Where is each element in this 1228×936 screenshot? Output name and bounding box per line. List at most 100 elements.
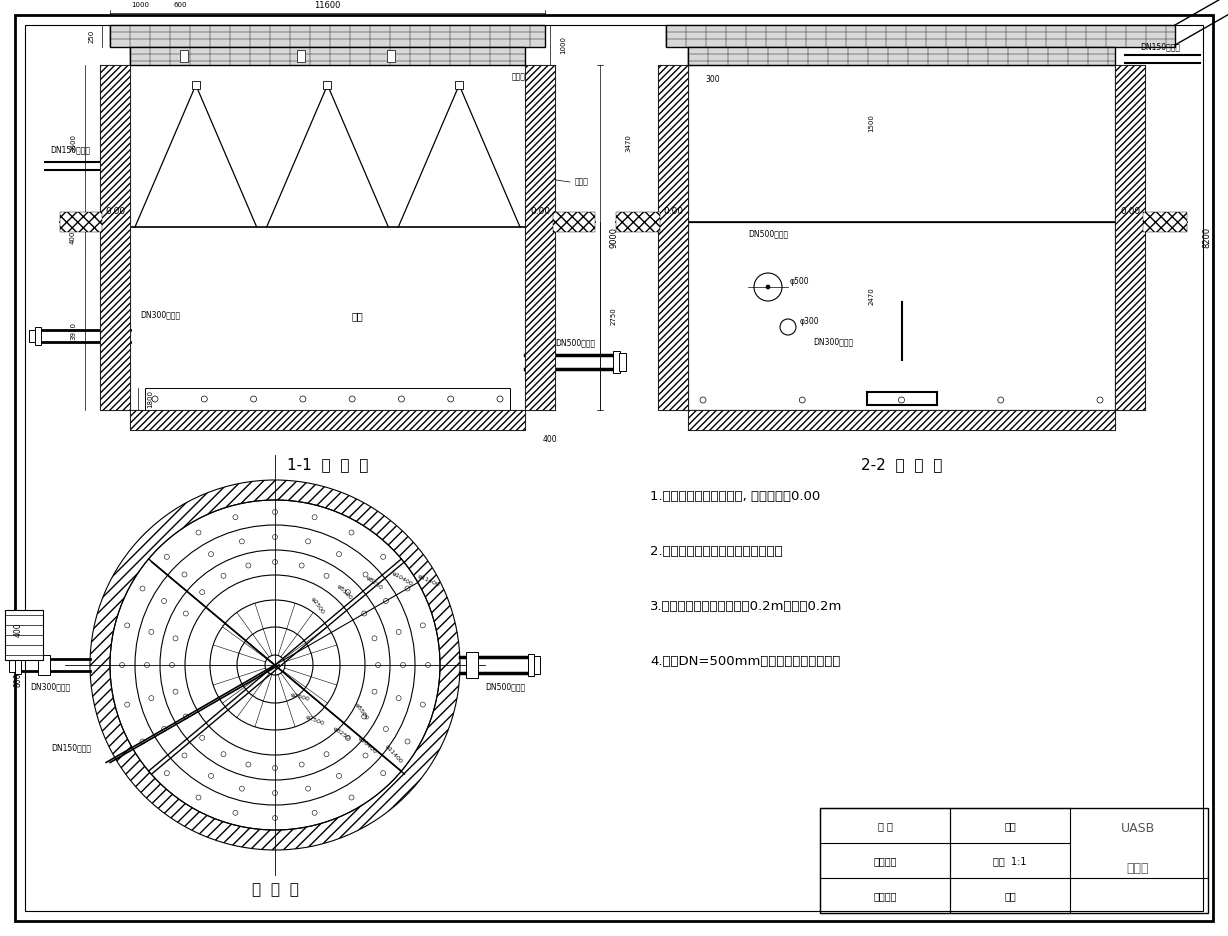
Bar [130,410,526,430]
Bar [323,81,332,89]
Text: 1.图尺寸均以毫米为单位, 室外标高为0.00: 1.图尺寸均以毫米为单位, 室外标高为0.00 [650,490,820,503]
Bar [1115,65,1144,410]
Text: 0.00: 0.00 [663,208,683,216]
Text: 型号: 型号 [1005,821,1016,831]
Bar [60,212,102,232]
Text: 9000: 9000 [609,227,619,248]
Text: 400: 400 [543,435,558,445]
Bar [297,50,305,62]
Bar [99,65,130,410]
Text: 0.00: 0.00 [1120,208,1140,216]
Bar [820,808,1208,913]
Bar [1143,212,1187,232]
Text: 0.00: 0.00 [104,208,125,216]
Bar [387,50,395,62]
Text: φ11400: φ11400 [384,743,404,764]
Bar [111,25,545,47]
Bar [688,65,1115,222]
Bar [192,81,200,89]
Bar [130,410,526,430]
Text: 400: 400 [70,230,76,243]
Text: 300: 300 [706,76,721,84]
Text: 3470: 3470 [625,135,631,153]
Bar [526,65,555,410]
Text: 4.采用DN=500mm排泥管，两天排泥一次: 4.采用DN=500mm排泥管，两天排泥一次 [650,655,840,668]
Bar [658,65,688,410]
Text: 3600: 3600 [70,135,76,153]
Text: φ11400: φ11400 [416,574,441,589]
Text: 出水堰: 出水堰 [511,72,526,81]
Text: φ2500: φ2500 [309,596,324,616]
Text: DN300进水管: DN300进水管 [29,682,70,692]
Bar [99,65,130,410]
Bar [616,212,659,232]
Text: φ5500: φ5500 [335,583,352,601]
Text: 0.00: 0.00 [530,208,550,216]
Text: 1-1  剖  面  图: 1-1 剖 面 图 [287,458,368,473]
Bar [9,658,15,672]
Text: φ10400: φ10400 [357,736,378,755]
Bar [465,652,478,678]
Text: φ5500: φ5500 [354,702,370,721]
Text: DN500排泥管: DN500排泥管 [555,339,596,347]
Text: 250: 250 [88,29,95,43]
Bar [619,353,626,371]
Bar [526,65,555,410]
Bar [36,327,41,345]
Text: 800: 800 [14,673,22,687]
Text: DN500排泥管: DN500排泥管 [748,229,788,239]
Text: 1000: 1000 [560,36,566,54]
Text: 2-2  剖  面  图: 2-2 剖 面 图 [861,458,942,473]
Bar [658,65,688,410]
Bar [688,410,1115,430]
Bar [688,47,1115,65]
Text: φ10400: φ10400 [391,570,414,587]
Text: 指导老师: 指导老师 [873,891,896,901]
Text: 1500: 1500 [868,114,874,132]
Text: 图号: 图号 [1005,891,1016,901]
Bar [688,222,1115,410]
Text: 2.图中结构组成均为钢筋混凝土结构: 2.图中结构组成均为钢筋混凝土结构 [650,545,782,558]
Text: 3.采用锯齿形出水槽，槽宽0.2m，槽高0.2m: 3.采用锯齿形出水槽，槽宽0.2m，槽高0.2m [650,600,842,613]
Text: UASB: UASB [1121,822,1156,835]
Bar [528,654,534,676]
Text: 人孔: 人孔 [351,311,363,321]
Bar [666,25,1175,47]
Text: 11600: 11600 [314,1,340,9]
Text: 600: 600 [173,2,187,8]
Text: 2470: 2470 [868,287,874,305]
Text: DN150出气管: DN150出气管 [52,743,91,752]
Bar [688,410,1115,430]
Bar [145,388,510,410]
Text: 反应池: 反应池 [1127,861,1149,874]
Bar [820,808,950,913]
Bar [15,656,21,674]
Text: φ8250: φ8250 [332,726,351,741]
Text: 400: 400 [14,622,22,637]
Text: φ500: φ500 [790,277,809,286]
Text: 8200: 8200 [1202,227,1212,248]
Bar [950,808,1070,913]
Text: φ2500: φ2500 [305,714,324,726]
Text: φ2600: φ2600 [290,692,311,702]
Text: 排气口: 排气口 [575,178,589,186]
Bar [1115,65,1144,410]
Text: φ300: φ300 [799,317,819,327]
Bar [29,330,36,342]
Bar [456,81,463,89]
Circle shape [766,285,770,289]
Bar [181,50,188,62]
Text: 1000: 1000 [131,2,149,8]
Text: 3930: 3930 [70,322,76,340]
Bar [38,655,50,675]
Bar [613,351,620,373]
Text: DN300进水管: DN300进水管 [140,311,181,319]
Bar [553,212,596,232]
Text: 比例  1:1: 比例 1:1 [993,856,1027,866]
Text: DN150排气管: DN150排气管 [50,145,90,154]
Bar [130,47,526,65]
Text: 姓 名: 姓 名 [878,821,893,831]
Text: DN150排气管: DN150排气管 [1140,42,1180,51]
Text: DN300进水管: DN300进水管 [813,338,853,346]
Bar [5,610,43,660]
